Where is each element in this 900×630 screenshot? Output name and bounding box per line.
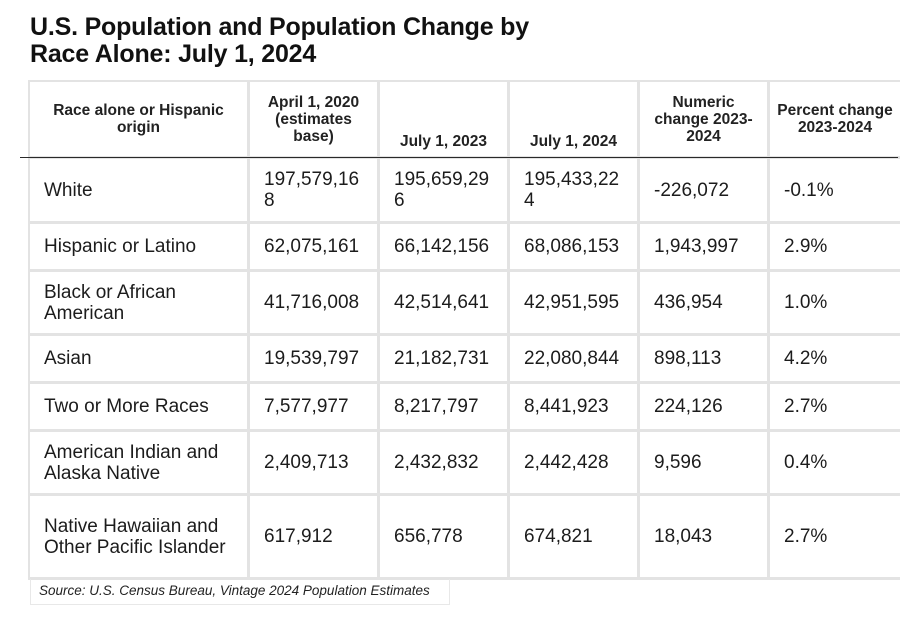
table-body: White 197,579,168 195,659,296 195,433,224 -2… [30,159,900,580]
cell-july-2024: 2,442,428 [510,432,640,496]
cell-july-2024: 8,441,923 [510,384,640,432]
cell-percent-change: -0.1% [770,159,900,224]
row-hispanic-or-latino: Hispanic or Latino 62,075,161 66,142,156 68… [30,224,900,272]
row-white: White 197,579,168 195,659,296 195,433,224 -2… [30,159,900,224]
source-footer: Source: U.S. Census Bureau, Vintage 2024… [30,579,450,605]
column-header-april-2020: April 1, 2020 (estimates base) [250,82,380,159]
population-table: Race alone or Hispanic origin April 1, 2… [28,80,900,580]
cell-numeric-change: 898,113 [640,336,770,384]
header-divider-line [20,157,898,158]
chart-title-line-2: Race Alone: July 1, 2024 [30,40,317,68]
cell-april-2020: 62,075,161 [250,224,380,272]
cell-april-2020: 19,539,797 [250,336,380,384]
cell-race: Native Hawaiian and Other Pacific Island… [30,496,250,580]
cell-percent-change: 2.9% [770,224,900,272]
row-two-or-more-races: Two or More Races 7,577,977 8,217,797 8,441… [30,384,900,432]
cell-april-2020: 7,577,977 [250,384,380,432]
cell-race: Hispanic or Latino [30,224,250,272]
cell-numeric-change: 18,043 [640,496,770,580]
cell-race: Two or More Races [30,384,250,432]
column-header-percent-change: Percent change 2023-2024 [770,82,900,159]
cell-april-2020: 41,716,008 [250,272,380,336]
cell-july-2024: 22,080,844 [510,336,640,384]
cell-july-2024: 42,951,595 [510,272,640,336]
cell-percent-change: 4.2% [770,336,900,384]
column-header-race: Race alone or Hispanic origin [30,82,250,159]
chart-title: U.S. Population and Population Change by… [30,14,529,68]
column-header-numeric-change: Numeric change 2023-2024 [640,82,770,159]
cell-april-2020: 197,579,168 [250,159,380,224]
cell-july-2024: 674,821 [510,496,640,580]
cell-april-2020: 617,912 [250,496,380,580]
cell-july-2024: 195,433,224 [510,159,640,224]
row-american-indian-alaska-native: American Indian and Alaska Native 2,409,7… [30,432,900,496]
cell-race: American Indian and Alaska Native [30,432,250,496]
source-note: Source: U.S. Census Bureau, Vintage 2024… [39,583,430,598]
cell-july-2023: 2,432,832 [380,432,510,496]
table-header-row: Race alone or Hispanic origin April 1, 2… [30,82,900,159]
row-black-or-african-american: Black or African American 41,716,008 42,51… [30,272,900,336]
cell-july-2023: 21,182,731 [380,336,510,384]
cell-percent-change: 2.7% [770,496,900,580]
cell-numeric-change: 1,943,997 [640,224,770,272]
column-header-july-2024: July 1, 2024 [510,82,640,159]
chart-title-line-1: U.S. Population and Population Change by [30,13,529,41]
cell-percent-change: 2.7% [770,384,900,432]
cell-july-2023: 42,514,641 [380,272,510,336]
cell-percent-change: 1.0% [770,272,900,336]
population-table-container: Race alone or Hispanic origin April 1, 2… [28,80,900,580]
cell-race: Asian [30,336,250,384]
cell-april-2020: 2,409,713 [250,432,380,496]
cell-race: Black or African American [30,272,250,336]
column-header-july-2023: July 1, 2023 [380,82,510,159]
cell-july-2023: 195,659,296 [380,159,510,224]
cell-july-2023: 656,778 [380,496,510,580]
cell-percent-change: 0.4% [770,432,900,496]
cell-july-2023: 8,217,797 [380,384,510,432]
cell-july-2024: 68,086,153 [510,224,640,272]
cell-numeric-change: -226,072 [640,159,770,224]
row-asian: Asian 19,539,797 21,182,731 22,080,844 898,1… [30,336,900,384]
cell-numeric-change: 436,954 [640,272,770,336]
row-native-hawaiian-pacific-islander: Native Hawaiian and Other Pacific Island… [30,496,900,580]
cell-race: White [30,159,250,224]
cell-numeric-change: 9,596 [640,432,770,496]
cell-july-2023: 66,142,156 [380,224,510,272]
cell-numeric-change: 224,126 [640,384,770,432]
